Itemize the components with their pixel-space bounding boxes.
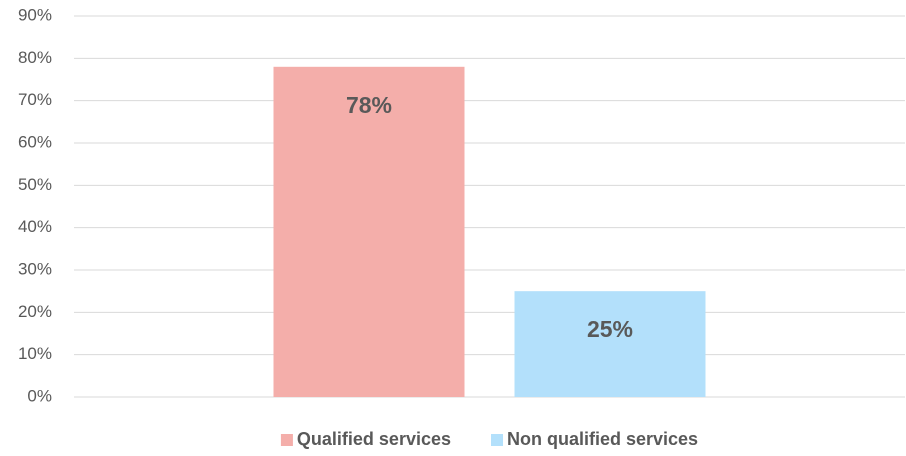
y-tick-label: 40% bbox=[18, 217, 52, 236]
y-tick-label: 30% bbox=[18, 259, 52, 278]
legend-swatch bbox=[280, 434, 293, 446]
y-tick-label: 90% bbox=[18, 5, 52, 24]
bar bbox=[273, 66, 465, 398]
y-tick-label: 20% bbox=[18, 302, 52, 321]
y-tick-label: 80% bbox=[18, 48, 52, 67]
data-label: 25% bbox=[587, 316, 633, 342]
legend-swatch bbox=[491, 434, 504, 446]
y-tick-label: 70% bbox=[18, 90, 52, 109]
y-tick-label: 60% bbox=[18, 132, 52, 151]
y-tick-label: 0% bbox=[27, 386, 52, 405]
bar bbox=[514, 291, 706, 397]
legend-label: Qualified services bbox=[297, 429, 451, 449]
legend-label: Non qualified services bbox=[507, 429, 698, 449]
y-tick-label: 10% bbox=[18, 344, 52, 363]
y-tick-label: 50% bbox=[18, 175, 52, 194]
data-label: 78% bbox=[346, 92, 392, 118]
